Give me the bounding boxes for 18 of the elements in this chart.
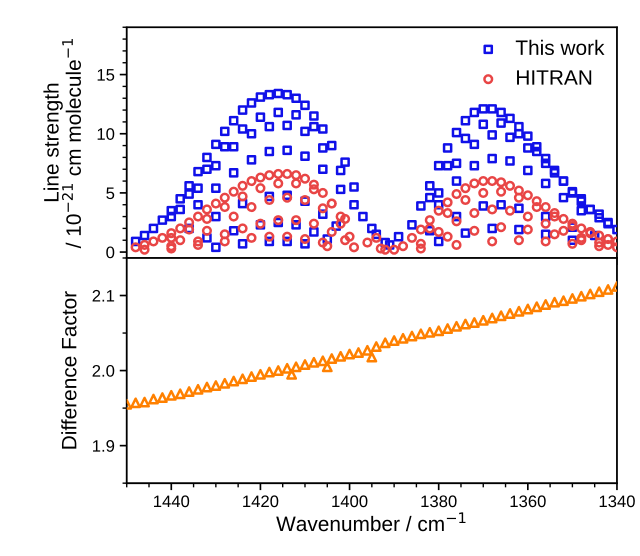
- y-tick-label: 0: [106, 246, 114, 258]
- legend-label: This work: [516, 40, 604, 56]
- y-tick-label: 2.1: [92, 290, 114, 302]
- y-axis-title: Line strength / 10$^{−21}$ cm molecule$^{−1}$: [43, 38, 81, 248]
- y-tick-label: 2.0: [92, 364, 114, 377]
- y-tick-label: 10: [98, 128, 114, 140]
- x-tick-label: 1360: [510, 495, 546, 508]
- x-axis-title: Wavenumber / cm$^{−1}$: [276, 512, 466, 532]
- y-tick-label: 1.9: [93, 440, 114, 452]
- x-tick-label: 1340: [600, 495, 635, 508]
- y-axis-title: Difference Factor: [61, 291, 77, 449]
- x-tick-label: 1400: [332, 495, 368, 508]
- x-tick-label: 1380: [421, 495, 457, 508]
- y-tick-label: 15: [98, 69, 114, 81]
- x-tick-label: 1420: [243, 495, 278, 508]
- y-tick-label: 5: [106, 187, 114, 200]
- x-tick-label: 1440: [154, 495, 190, 508]
- legend-label: HITRAN: [517, 70, 592, 85]
